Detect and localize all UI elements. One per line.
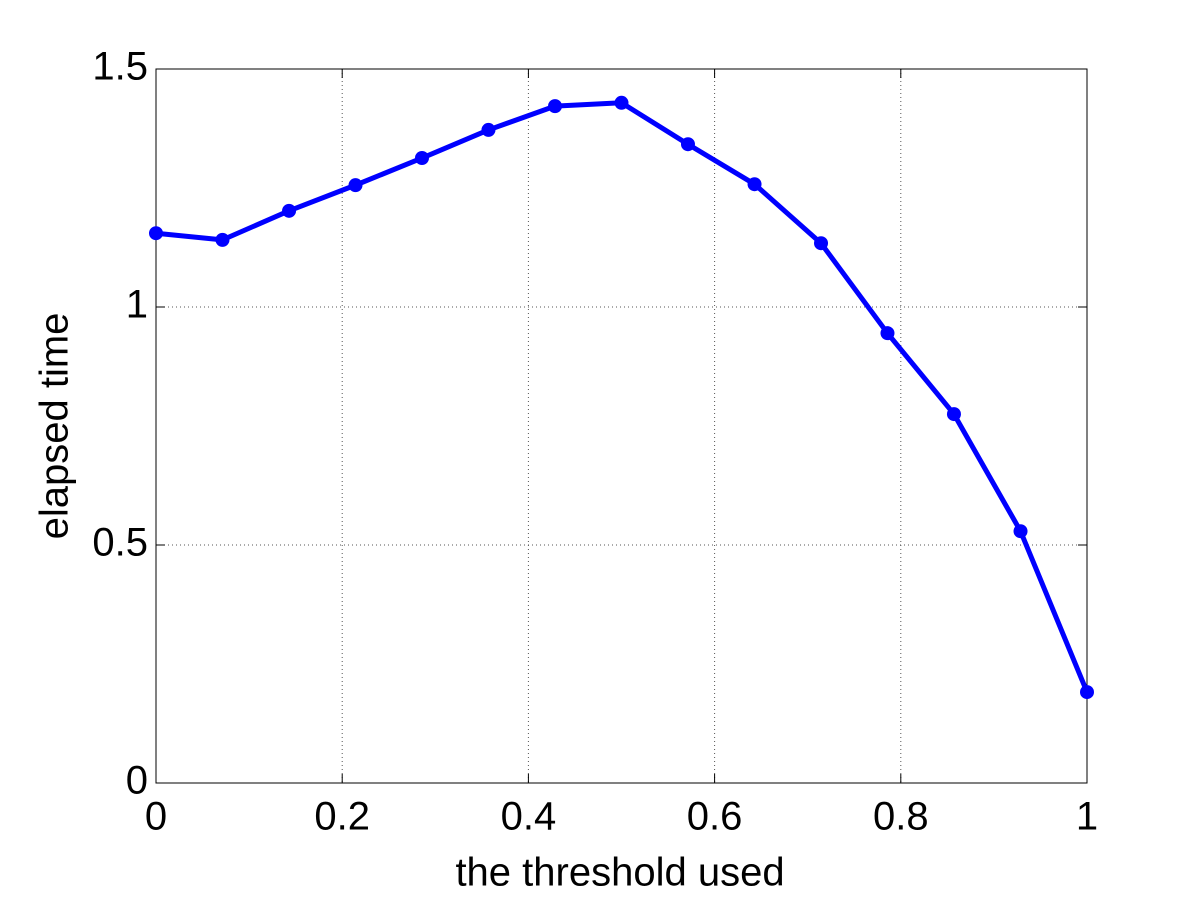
data-point bbox=[747, 177, 762, 192]
data-point bbox=[680, 137, 695, 152]
y-axis-label: elapsed time bbox=[33, 313, 77, 540]
y-tick-label: 1 bbox=[126, 283, 148, 327]
data-point bbox=[348, 178, 363, 193]
data-point bbox=[1080, 685, 1094, 700]
data-point bbox=[414, 151, 429, 166]
data-point bbox=[481, 122, 496, 137]
x-tick-label: 0.2 bbox=[314, 795, 370, 839]
x-tick-label: 0.6 bbox=[687, 795, 743, 839]
y-tick-label: 0 bbox=[126, 759, 148, 803]
y-tick-label: 1.5 bbox=[92, 45, 148, 89]
plot-frame bbox=[155, 68, 1088, 784]
x-tick-label: 0 bbox=[145, 795, 167, 839]
data-point bbox=[814, 236, 829, 251]
x-tick-label: 0.4 bbox=[501, 795, 557, 839]
y-tick-label: 0.5 bbox=[92, 521, 148, 565]
x-tick-label: 1 bbox=[1076, 795, 1098, 839]
data-point bbox=[1013, 524, 1028, 539]
data-point bbox=[614, 95, 629, 110]
data-point bbox=[149, 226, 163, 241]
x-tick-label: 0.8 bbox=[873, 795, 929, 839]
data-point bbox=[880, 326, 895, 341]
x-axis-label: the threshold used bbox=[455, 851, 784, 895]
data-point bbox=[282, 203, 297, 218]
data-point bbox=[548, 99, 563, 114]
data-point bbox=[946, 407, 961, 422]
data-point bbox=[215, 232, 230, 247]
